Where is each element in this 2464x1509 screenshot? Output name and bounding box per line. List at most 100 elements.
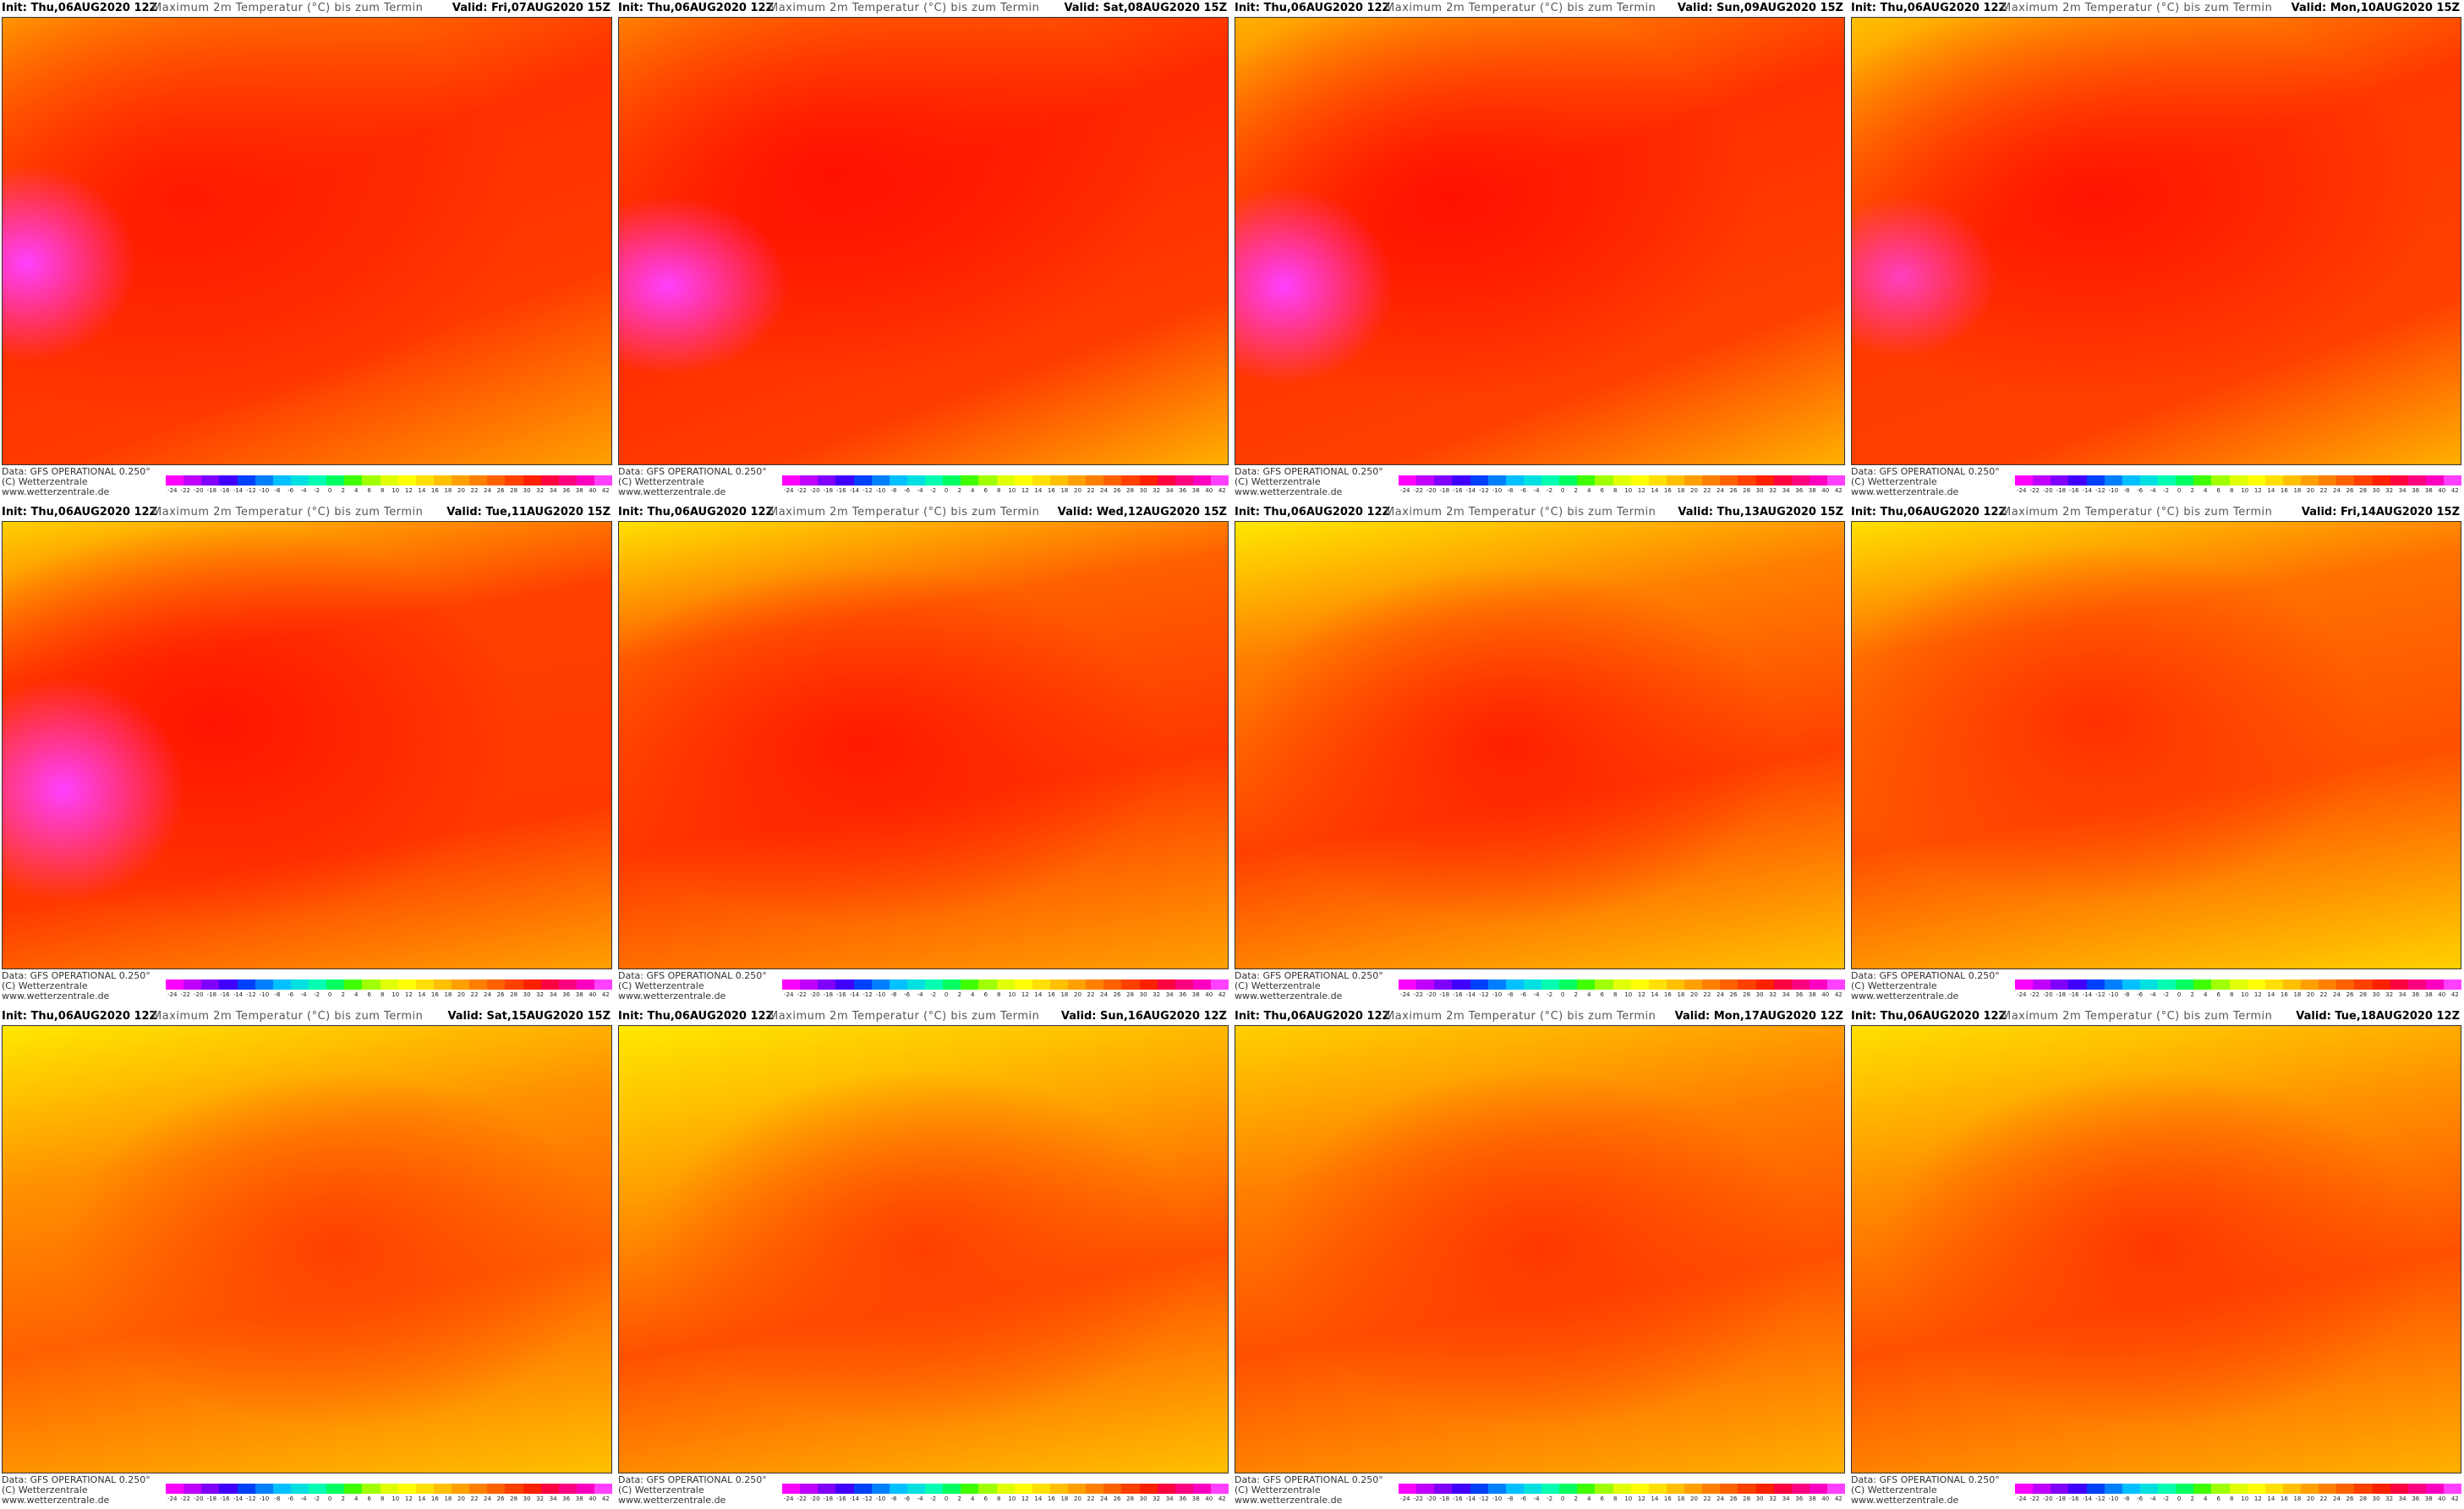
colorbar-tick-label: -22 [180,1495,191,1502]
panel-footer: Data: GFS OPERATIONAL 0.250° (C) Wetterze… [618,971,767,1001]
colorbar-cell [1577,475,1596,486]
panel-title: Maximum 2m Temperatur (°C) bis zum Termi… [1385,2,1656,14]
colorbar-cell [1755,1484,1774,1494]
colorbar-cell [326,979,345,990]
colorbar-tick-label: -6 [287,991,294,998]
colorbar-cell [2211,1484,2230,1494]
colorbar-cell [1720,979,1738,990]
colorbar-tick-label: 10 [2241,487,2249,494]
colorbar-tick-label: 2 [1574,487,1578,494]
colorbar-tick-label: 24 [2333,487,2341,494]
colorbar-tick-label: -6 [2137,1495,2144,1502]
colorbar-tick-label: 8 [381,1495,385,1502]
colorbar-cell [309,1484,327,1494]
colorbar-tick-label: -4 [917,991,923,998]
colorbar-tick-label: -4 [300,487,307,494]
colorbar-tick-label: 36 [1795,991,1804,998]
colorbar-tick-label: -2 [930,991,937,998]
colorbar-cell [576,475,594,486]
colorbar-tick-label: 30 [1139,487,1147,494]
source-url: www.wetterzentrale.de [1235,486,1343,497]
colorbar-tick-label: -8 [2123,487,2130,494]
colorbar-cell [1192,475,1211,486]
colorbar-tick-label: 2 [957,487,961,494]
colorbar-tick-label: -8 [890,1495,897,1502]
colorbar-ticks: -24 -22 -20 -18 -16 -14 -12 -10 -8 -6 -4 -2 0 2 4 6 8 10 1… [2015,1495,2461,1502]
colorbar-tick-label: 10 [1624,991,1633,998]
colorbar-tick-label: -18 [2056,991,2067,998]
map-panel: Init: Thu,06AUG2020 12Z Maximum 2m Temper… [616,1008,1230,1509]
colorbar-tick-label: 20 [1689,991,1698,998]
colorbar-tick-label: 10 [392,487,400,494]
colorbar-tick-label: 4 [353,991,359,998]
colorbar-cell [2051,979,2069,990]
colorbar-tick-label: 20 [457,1495,465,1502]
colorbar-tick-label: -8 [890,991,897,998]
colorbar-tick-label: -12 [246,991,256,998]
colorbar-tick-label: 36 [1795,487,1804,494]
source-url: www.wetterzentrale.de [618,486,726,497]
panel-footer: Data: GFS OPERATIONAL 0.250° (C) Wetterze… [1235,467,1383,497]
colorbar-cell [1103,979,1122,990]
colorbar-cell [1416,1484,1435,1494]
valid-time: Valid: Tue,18AUG2020 12Z [2296,1010,2460,1023]
colorbar-tick-label: 34 [1165,487,1174,494]
colorbar-tick-label: 8 [997,1495,1001,1502]
colorbar-cell [397,1484,416,1494]
colorbar-tick-label: 12 [2253,991,2262,998]
colorbar-cell [925,1484,944,1494]
colorbar-cell [1613,1484,1631,1494]
data-source: Data: GFS OPERATIONAL 0.250° [2,466,151,477]
colorbar-tick-label: 2 [2190,991,2194,998]
colorbar-cell [1720,1484,1738,1494]
colorbar-cell [2211,475,2230,486]
data-source: Data: GFS OPERATIONAL 0.250° [1235,1474,1383,1485]
colorbar-cell [1175,979,1193,990]
colorbar-cell [800,1484,819,1494]
colorbar-cell [2282,1484,2301,1494]
colorbar-tick-label: 40 [1205,991,1213,998]
colorbar-cell [961,475,979,486]
panel-header: Init: Thu,06AUG2020 12Z Maximum 2m Temper… [616,0,1230,17]
colorbar-tick-label: -20 [1426,1495,1437,1502]
colorbar-cell [1541,979,1560,990]
colorbar-ticks: -24 -22 -20 -18 -16 -14 -12 -10 -8 -6 -4 -2 0 2 4 6 8 10 1… [2015,991,2461,998]
colorbar-cell [201,1484,220,1494]
colorbar-tick-label: 38 [1191,487,1200,494]
colorbar-cell [558,979,577,990]
colorbar-cell [362,475,381,486]
colorbar-tick-label: 6 [1600,487,1604,494]
colorbar-tick-label: 10 [1008,991,1016,998]
colorbar-tick-label: 12 [404,1495,413,1502]
colorbar-cell [978,1484,997,1494]
colorbar-tick-label: -14 [2082,487,2093,494]
colorbar-tick-label: 16 [430,991,439,998]
colorbar-cell [2354,1484,2373,1494]
colorbar-tick-label: -16 [1453,991,1463,998]
colorbar-cell [326,475,345,486]
colorbar-cell [1773,979,1792,990]
data-source: Data: GFS OPERATIONAL 0.250° [618,970,767,981]
colorbar-cell [2247,475,2265,486]
colorbar-cell [1211,979,1229,990]
colorbar-tick-label: -14 [233,1495,244,1502]
panel-title: Maximum 2m Temperatur (°C) bis zum Termi… [2001,1010,2273,1023]
colorbar-cell [523,1484,541,1494]
copyright: (C) Wetterzentrale [2,476,88,487]
colorbar-tick-label: 10 [392,1495,400,1502]
colorbar-cell [558,475,577,486]
colorbar-tick-label: 12 [1021,1495,1029,1502]
panel-header: Init: Thu,06AUG2020 12Z Maximum 2m Temper… [616,1008,1230,1025]
colorbar-tick-label: -20 [1426,991,1437,998]
colorbar-tick-label: 4 [1586,1495,1591,1502]
colorbar-cell [201,475,220,486]
colorbar-cell [2319,979,2337,990]
colorbar-cell [1738,1484,1756,1494]
colorbar-tick-label: 30 [2372,487,2380,494]
colorbar-tick-label: -18 [206,991,217,998]
colorbar-cell [2390,1484,2408,1494]
colorbar-cell [2425,475,2444,486]
colorbar-tick-label: 38 [1191,991,1200,998]
colorbar-tick-label: 40 [1205,487,1213,494]
